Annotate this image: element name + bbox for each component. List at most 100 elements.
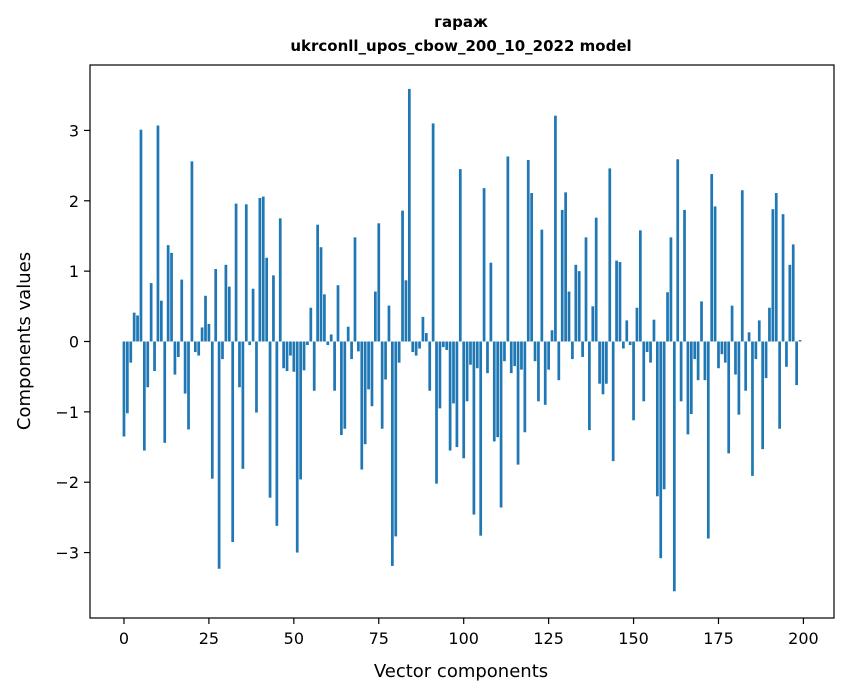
bar [265,257,269,342]
bar [458,169,462,342]
bar [374,291,377,342]
bar [547,341,550,370]
bar [448,341,452,451]
bar [336,285,340,342]
bar [221,341,224,360]
bar [754,341,758,360]
bar [513,341,517,367]
bar [628,341,632,346]
bar [166,245,170,342]
bar [744,341,748,391]
bar [479,341,483,536]
x-tick-label: 150 [618,629,649,648]
bar [693,341,697,360]
x-axis: 0 25 50 75 100 125 150 175 200 [119,618,819,648]
bar [601,341,605,395]
bar [768,307,771,342]
bar [238,341,241,388]
bar [363,341,367,445]
bar [713,206,717,342]
bar [190,161,194,342]
bar [761,341,765,450]
bar [727,341,731,454]
bar [567,291,571,342]
bar [554,115,557,342]
bar [200,327,204,342]
bar [173,341,177,375]
y-tick-label: 0 [69,333,79,352]
bar [122,341,126,437]
bar [605,341,608,384]
bar [255,341,258,413]
bar [217,341,221,569]
bar [503,341,506,362]
bar [401,210,404,342]
bar [662,341,666,490]
bar [207,323,211,342]
bar [778,341,781,429]
bar [231,341,235,543]
bar [163,341,167,443]
bar [608,168,612,342]
bar [309,307,313,342]
bar [734,341,737,375]
bar [465,341,469,402]
bar [312,341,316,391]
bar [530,193,533,342]
bar [387,305,391,342]
bar [639,230,642,342]
chart-title: гараж [434,13,488,31]
bar [159,300,163,342]
bar [720,341,724,355]
bar [506,156,510,342]
bar [421,316,425,342]
bar [598,341,601,384]
bar [774,193,778,342]
bar [686,341,690,435]
bar [149,283,153,342]
bar [659,341,663,559]
bar [272,275,275,342]
bar [227,286,231,342]
bar [302,341,306,371]
bar [523,341,527,433]
bar [244,204,248,342]
y-axis-label: Components values [14,252,35,430]
bar [455,341,459,448]
bar [689,341,693,414]
bar [360,341,364,470]
bar [333,341,336,391]
x-tick-label: 100 [448,629,479,648]
bar [343,341,347,429]
bar [438,341,442,409]
bar [153,341,156,372]
bar [435,341,438,484]
bar [414,341,418,356]
bar [730,305,734,342]
bar [564,192,567,342]
bar [520,341,523,370]
bar [740,190,744,342]
bar [424,333,428,342]
bar [156,125,160,342]
y-axis: −3 −2 −1 0 1 2 3 [55,121,90,563]
bar [397,341,401,363]
bar [170,252,173,342]
bar [370,341,374,407]
y-tick-label: −1 [55,403,79,422]
bar [350,341,353,360]
bar [136,315,139,342]
bar [757,320,761,342]
bar [126,341,129,414]
bar [472,341,476,515]
bar [404,280,408,342]
bar [791,244,795,342]
bar [499,341,503,508]
bar [696,341,700,381]
bar [737,341,741,415]
bar [669,237,673,342]
bar [367,341,370,390]
bar [316,224,319,342]
bar [557,341,561,381]
